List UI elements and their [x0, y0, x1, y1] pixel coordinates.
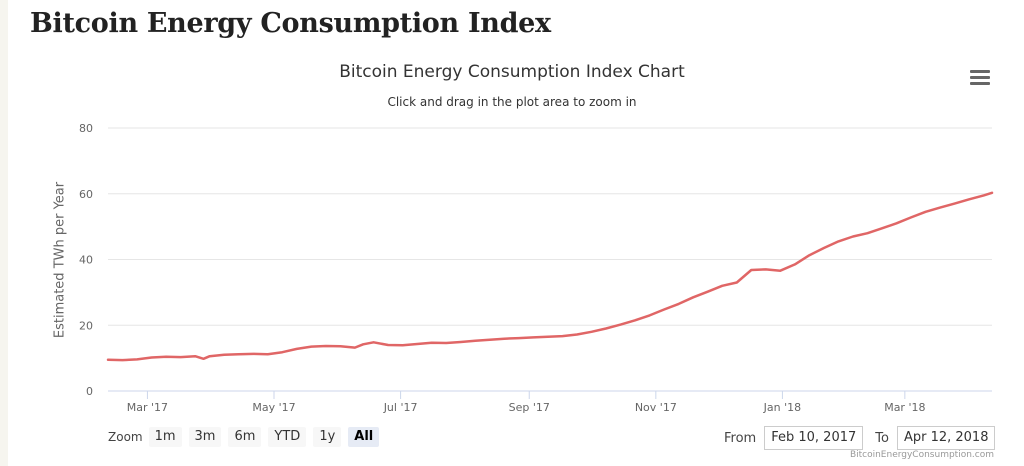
grid-lines	[108, 127, 992, 326]
x-tick-label: Mar '18	[884, 401, 925, 414]
y-tick-label: 0	[86, 385, 93, 398]
x-tick-label: Nov '17	[635, 401, 677, 414]
zoom-button-all[interactable]: All	[348, 427, 380, 447]
x-tick-label: Jan '18	[763, 401, 801, 414]
series-line-0	[106, 191, 994, 362]
zoom-button-1m[interactable]: 1m	[148, 427, 182, 447]
y-tick-label: 40	[79, 254, 93, 267]
range-to-label: To	[875, 430, 889, 446]
range-from-label: From	[724, 430, 757, 446]
zoom-button-6m[interactable]: 6m	[228, 427, 262, 447]
zoom-label: Zoom	[108, 430, 143, 444]
x-tick-label: Jul '17	[383, 401, 418, 414]
zoom-bar: Zoom 1m 3m 6m YTD 1y All	[108, 426, 386, 448]
zoom-button-ytd[interactable]: YTD	[268, 427, 307, 447]
zoom-button-3m[interactable]: 3m	[188, 427, 222, 447]
x-tick-label: Sep '17	[509, 401, 550, 414]
hamburger-menu-icon[interactable]	[968, 68, 992, 88]
range-to-input[interactable]: Apr 12, 2018	[896, 426, 996, 450]
y-tick-label: 20	[79, 319, 93, 332]
x-tick-label: May '17	[252, 401, 295, 414]
y-tick-label: 80	[79, 122, 93, 135]
zoom-button-1y[interactable]: 1y	[313, 427, 342, 447]
page-left-strip	[0, 0, 8, 466]
range-selector: From Feb 10, 2017 To Apr 12, 2018	[724, 426, 1007, 450]
range-from-input[interactable]: Feb 10, 2017	[764, 426, 864, 450]
series-layer	[106, 191, 994, 362]
y-tick-label: 60	[79, 188, 93, 201]
x-axis: Mar '17 May '17 Jul '17 Sep '17 Nov '17 Jan '…	[108, 390, 992, 414]
x-tick-label: Mar '17	[127, 401, 168, 414]
y-tick-labels: 0 20 40 60 80	[79, 122, 93, 398]
page-heading: Bitcoin Energy Consumption Index	[30, 8, 551, 39]
chart-title: Bitcoin Energy Consumption Index Chart	[339, 62, 685, 82]
chart-subtitle: Click and drag in the plot area to zoom …	[387, 95, 637, 109]
credit-link[interactable]: BitcoinEnergyConsumption.com	[849, 450, 994, 460]
